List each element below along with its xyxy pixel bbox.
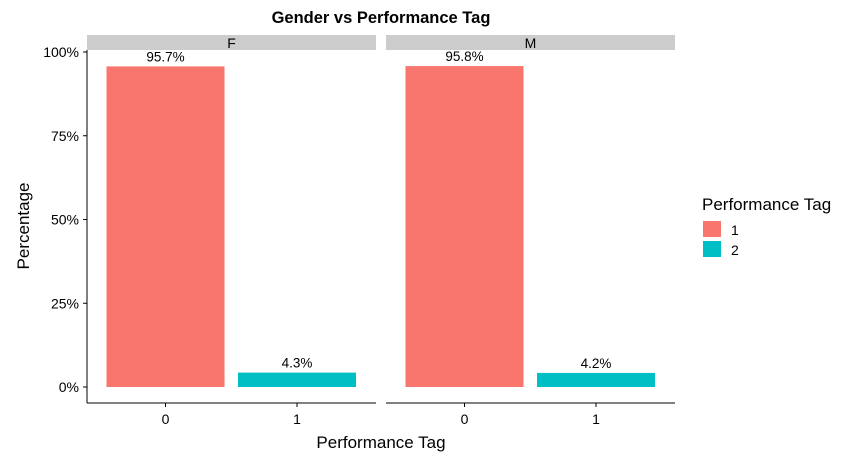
y-tick-label: 25%: [51, 295, 79, 311]
facet-panel-F: F 95.7% 0 4.3% 1: [87, 35, 376, 427]
x-tick-label: 1: [592, 411, 600, 427]
facet-panel-M: M 95.8% 0 4.2% 1: [386, 35, 675, 427]
bar-data-label: 95.7%: [146, 49, 184, 64]
bar: [405, 66, 524, 387]
bar-data-label: 4.2%: [581, 356, 612, 371]
bar-data-label: 95.8%: [445, 49, 483, 64]
x-tick-label: 0: [461, 411, 469, 427]
bar: [106, 66, 225, 387]
x-tick-label: 0: [162, 411, 170, 427]
legend-label-1: 1: [731, 222, 739, 238]
legend-label-2: 2: [731, 242, 739, 258]
y-tick-label: 100%: [43, 44, 79, 60]
facet-strip-label: F: [227, 35, 236, 51]
facet-strip: [386, 35, 675, 50]
bar: [537, 372, 655, 387]
bar: [238, 372, 356, 387]
facet-strip-label: M: [525, 35, 537, 51]
legend: Performance Tag 1 2: [702, 195, 831, 258]
y-tick-label: 75%: [51, 128, 79, 144]
y-tick-label: 0%: [59, 379, 79, 395]
legend-key-1: [703, 221, 721, 237]
x-tick-label: 1: [293, 411, 301, 427]
legend-key-2: [703, 241, 721, 257]
bar-data-label: 4.3%: [282, 356, 313, 371]
y-axis-title: Percentage: [14, 183, 33, 270]
facet-strip: [87, 35, 376, 50]
y-tick-label: 50%: [51, 212, 79, 228]
plot-area: 0% 25% 50% 75% 100% F 95.7% 0 4.3% 1 M 95.8% 0 4.2% 1: [43, 35, 675, 427]
chart-title: Gender vs Performance Tag: [272, 9, 491, 27]
x-axis-title: Performance Tag: [316, 433, 445, 452]
legend-title: Performance Tag: [702, 195, 831, 214]
